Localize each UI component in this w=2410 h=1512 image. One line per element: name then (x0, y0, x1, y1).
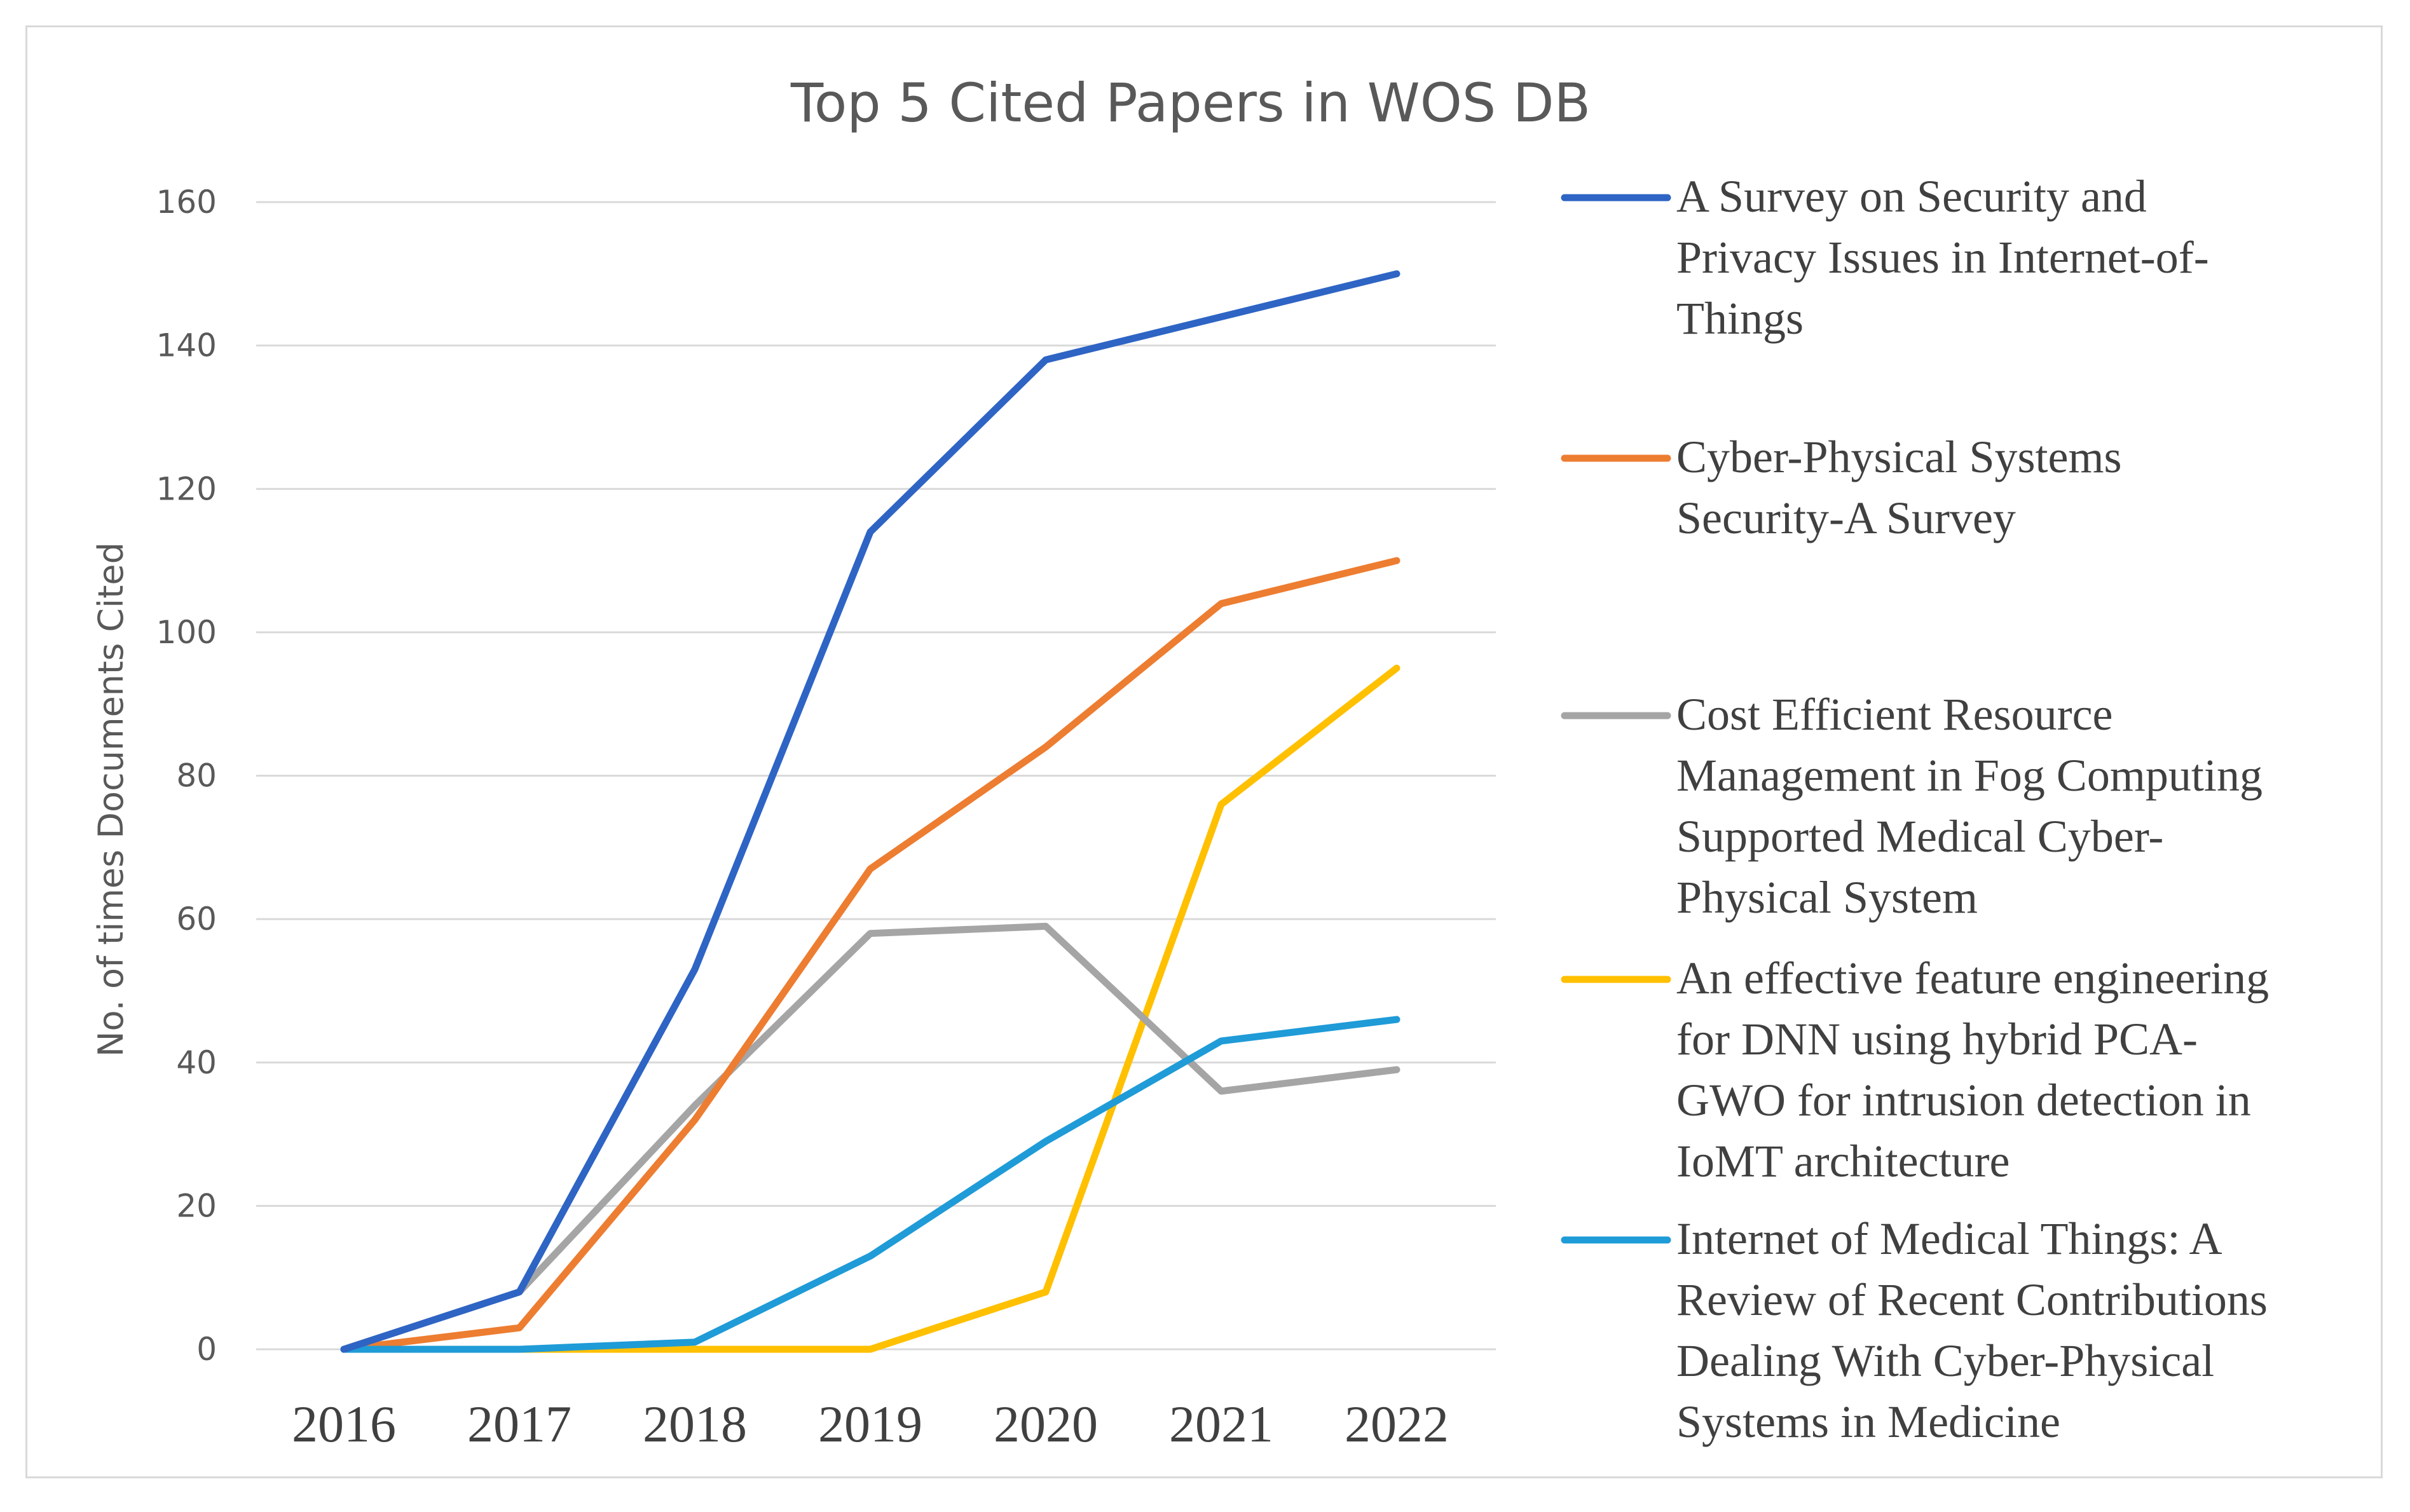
legend-label: Management in Fog Computing (1676, 750, 2263, 801)
y-tick-label: 0 (196, 1331, 217, 1368)
series-lines (340, 270, 1400, 1353)
legend-label: Cyber-Physical Systems (1676, 432, 2122, 482)
y-tick-label: 20 (176, 1187, 217, 1224)
legend-label: Review of Recent Contributions (1676, 1274, 2268, 1325)
legend-label: Physical System (1676, 872, 1978, 923)
legend-entry-3: Cost Efficient Resource Management in Fog… (1561, 689, 2263, 923)
x-tick-label: 2016 (292, 1395, 396, 1453)
y-axis-label: No. of times Documents Cited (91, 542, 131, 1057)
y-tick-label: 140 (156, 327, 217, 364)
series-line-5 (340, 1016, 1400, 1353)
x-tick-label: 2021 (1169, 1395, 1273, 1453)
y-tick-label: 160 (156, 184, 217, 221)
legend: A Survey on Security and Privacy Issues i… (1561, 171, 2269, 1447)
y-tick-labels: 0 20 40 60 80 100 120 140 160 (156, 184, 217, 1368)
x-tick-label: 2022 (1345, 1395, 1449, 1453)
legend-label: Security-A Survey (1676, 493, 2016, 543)
legend-label: Dealing With Cyber-Physical (1676, 1335, 2214, 1386)
x-tick-label: 2018 (643, 1395, 747, 1453)
series-line-4 (340, 664, 1400, 1353)
y-tick-label: 40 (176, 1044, 217, 1081)
chart-title: Top 5 Cited Papers in WOS DB (790, 72, 1591, 134)
series-line-2 (340, 557, 1400, 1353)
y-tick-label: 120 (156, 470, 217, 507)
series-line-1 (340, 270, 1400, 1353)
x-tick-label: 2020 (994, 1395, 1098, 1453)
legend-entry-5: Internet of Medical Things: A Review of R… (1561, 1213, 2268, 1447)
legend-label: Privacy Issues in Internet-of- (1676, 232, 2209, 283)
series-line-3 (340, 922, 1400, 1353)
y-tick-label: 100 (156, 614, 217, 651)
legend-label: Systems in Medicine (1676, 1396, 2060, 1447)
legend-entry-2: Cyber-Physical Systems Security-A Survey (1561, 432, 2122, 543)
legend-label: IoMT architecture (1676, 1136, 2009, 1187)
x-tick-labels: 2016 2017 2018 2019 2020 2021 2022 (292, 1395, 1449, 1453)
legend-label: A Survey on Security and (1676, 171, 2147, 222)
legend-entry-1: A Survey on Security and Privacy Issues i… (1561, 171, 2209, 344)
x-tick-label: 2017 (467, 1395, 572, 1453)
chart-frame: Top 5 Cited Papers in WOS DB 0 20 40 60 80 10… (25, 25, 2383, 1478)
legend-label: Cost Efficient Resource (1676, 689, 2113, 740)
y-tick-label: 60 (176, 901, 217, 937)
gridlines (256, 201, 1496, 1351)
legend-label: Supported Medical Cyber- (1676, 811, 2163, 862)
legend-label: GWO for intrusion detection in (1676, 1075, 2251, 1126)
legend-label: for DNN using hybrid PCA- (1676, 1014, 2198, 1065)
legend-entry-4: An effective feature engineering for DNN … (1561, 953, 2269, 1187)
x-tick-label: 2019 (818, 1395, 922, 1453)
legend-label: Internet of Medical Things: A (1676, 1213, 2222, 1264)
legend-label: An effective feature engineering (1676, 953, 2269, 1004)
chart-svg: Top 5 Cited Papers in WOS DB 0 20 40 60 80 10… (91, 72, 2269, 1453)
legend-label: Things (1676, 293, 1804, 344)
y-tick-label: 80 (176, 758, 217, 794)
